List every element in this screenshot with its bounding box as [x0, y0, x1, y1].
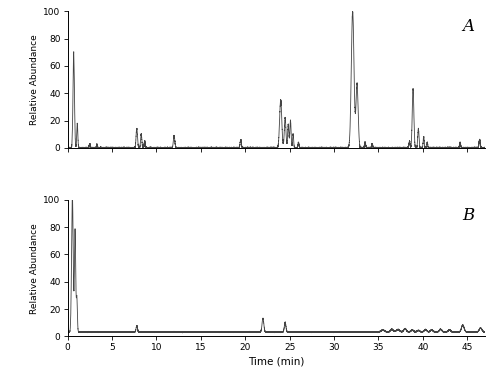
- Text: A: A: [462, 18, 474, 35]
- Y-axis label: Relative Abundance: Relative Abundance: [30, 223, 39, 313]
- Text: B: B: [462, 207, 474, 224]
- X-axis label: Time (min): Time (min): [248, 356, 304, 367]
- Y-axis label: Relative Abundance: Relative Abundance: [30, 34, 39, 125]
